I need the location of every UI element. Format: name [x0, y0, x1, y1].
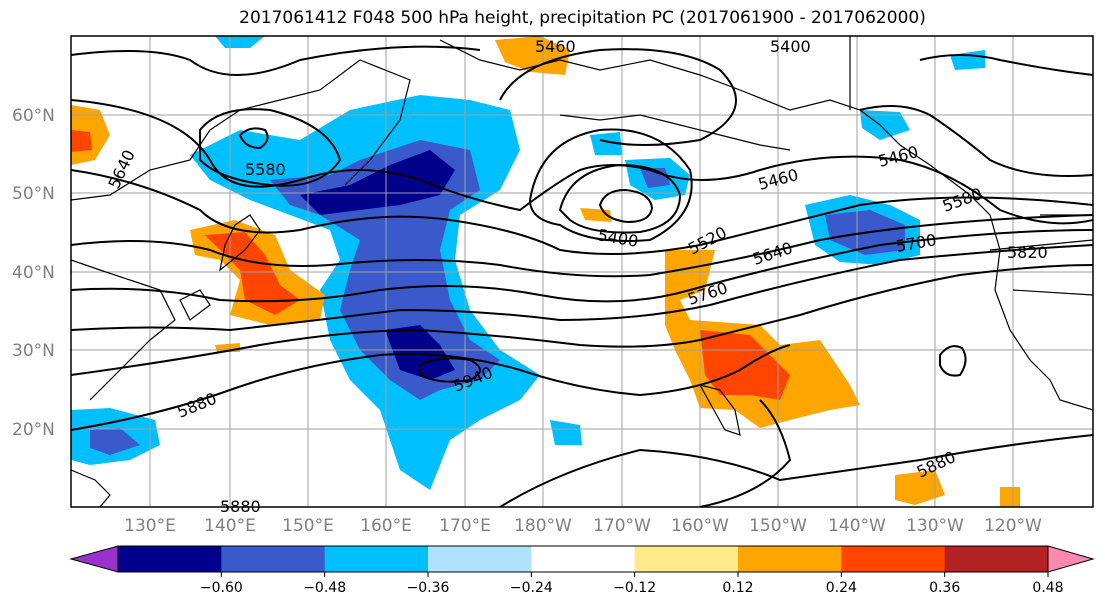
colorbar-tick-label: 0.12 — [722, 580, 753, 596]
colorbar-tick-label: −0.24 — [510, 580, 553, 596]
colorbar-border — [117, 545, 1049, 573]
positive-anomaly-hawaii-red — [700, 330, 790, 400]
lon-label: 160°W — [671, 516, 729, 536]
colorbar-tick-label: −0.36 — [407, 580, 450, 596]
negative-anomaly-dark — [300, 150, 455, 215]
shaded-precipitation — [71, 36, 1020, 507]
colorbar-tick-label: 0.48 — [1032, 580, 1063, 596]
lat-label: 50°N — [12, 184, 55, 204]
lon-label: 150°W — [749, 516, 807, 536]
positive-anomaly-japan-red — [205, 232, 300, 315]
colorbar-segment — [118, 546, 222, 572]
lat-label: 30°N — [12, 341, 55, 361]
colorbar-tick-label: −0.12 — [613, 580, 656, 596]
colorbar-tick-label: −0.48 — [303, 580, 346, 596]
graticule — [71, 36, 1093, 507]
colorbar-segment — [944, 546, 1049, 572]
colorbar-segment — [531, 546, 636, 572]
contour-label: 5400 — [770, 37, 811, 56]
lon-label: 130°W — [906, 516, 964, 536]
lon-label: 130°E — [124, 516, 176, 536]
map-title: 2017061412 F048 500 hPa height, precipit… — [239, 8, 926, 28]
colorbar-segment — [738, 546, 842, 572]
negative-anomaly-dark-2 — [385, 325, 455, 380]
height-contours — [71, 45, 1093, 507]
lat-label: 60°N — [12, 106, 55, 126]
colorbar-tick-label: −0.60 — [200, 580, 243, 596]
lon-label: 140°W — [828, 516, 886, 536]
colorbar-segment — [634, 546, 739, 572]
colorbar-segment — [221, 546, 326, 572]
lon-label: 140°E — [204, 516, 256, 536]
negative-anomaly-small-1 — [550, 420, 582, 445]
lat-label: 20°N — [12, 420, 55, 440]
colorbar-tick-label: 0.36 — [929, 580, 960, 596]
colorbar-extend-low — [69, 545, 119, 573]
negative-anomaly-n — [215, 36, 265, 48]
positive-anomaly-west-red — [71, 130, 92, 152]
contour-label: 5580 — [245, 160, 286, 179]
negative-anomaly-small-2 — [590, 132, 622, 155]
lon-label: 150°E — [282, 516, 334, 536]
colorbar-segment — [324, 546, 429, 572]
contour-label: 5820 — [1007, 243, 1048, 262]
positive-anomaly-se — [895, 470, 945, 505]
lon-label: 170°E — [439, 516, 491, 536]
lon-label: 120°W — [984, 516, 1042, 536]
colorbar-segment — [841, 546, 946, 572]
lat-label: 40°N — [12, 263, 55, 283]
colorbar-tick-label: 0.24 — [826, 580, 857, 596]
positive-anomaly-se-2 — [1000, 487, 1020, 507]
colorbar: −0.60 −0.48 −0.36 −0.24 −0.12 0.12 0.24 0.36 0.4… — [69, 545, 1095, 596]
latitude-labels: 60°N 50°N 40°N 30°N 20°N — [12, 106, 55, 440]
lon-label: 160°E — [360, 516, 412, 536]
contour-label: 5460 — [535, 37, 576, 56]
colorbar-segment — [428, 546, 532, 572]
longitude-labels: 130°E 140°E 150°E 160°E 170°E 180°W 170°… — [124, 516, 1042, 536]
positive-anomaly-north — [495, 36, 570, 75]
map-frame — [70, 35, 1094, 508]
colorbar-extend-high — [1047, 545, 1095, 573]
lon-label: 170°W — [593, 516, 651, 536]
negative-anomaly-bc — [860, 110, 910, 140]
negative-anomaly-sw-mid — [90, 428, 140, 455]
lon-label: 180°W — [514, 516, 572, 536]
